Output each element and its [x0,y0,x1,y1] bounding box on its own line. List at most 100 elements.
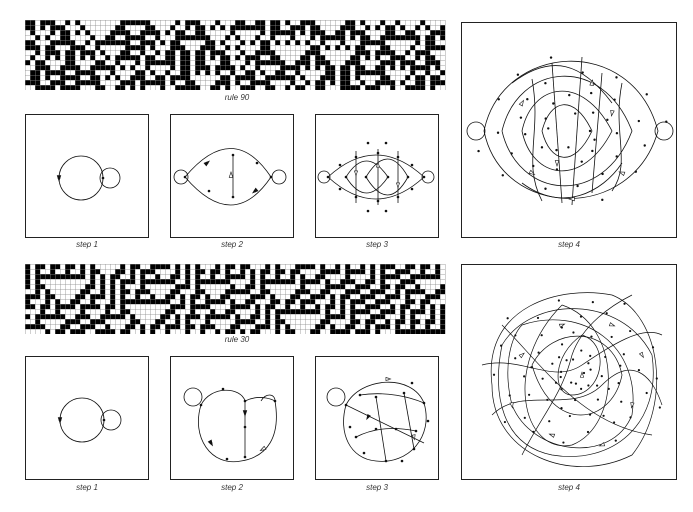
ca-cell [55,50,60,55]
ca-cell [130,314,135,319]
ca-cell [380,65,385,70]
ca-cell [420,289,425,294]
ca-cell [25,299,30,304]
ca-cell [315,85,320,90]
ca-cell [400,304,405,309]
network-node [634,170,638,173]
ca-cell [255,65,260,70]
ca-cell [405,75,410,80]
ca-cell [35,50,40,55]
ca-cell [325,65,330,70]
ca-cell [415,50,420,55]
ca-cell [110,274,115,279]
ca-cell [75,20,80,25]
ca-cell [120,279,125,284]
ca-cell [370,289,375,294]
ca-cell [215,264,220,269]
ca-cell [45,314,50,319]
ca-cell [365,319,370,324]
ca-cell [260,269,265,274]
ca-cell [165,294,170,299]
ca-cell [415,25,420,30]
ca-cell [145,30,150,35]
ca-cell [320,60,325,65]
network-node [384,141,388,145]
ca-cell [155,60,160,65]
ca-cell [160,314,165,319]
ca-cell [165,279,170,284]
ca-cell [200,25,205,30]
edge-arrow [528,169,536,175]
ca-cell [65,50,70,55]
ca-cell [220,60,225,65]
ca-cell [345,264,350,269]
ca-cell [210,269,215,274]
ca-cell [435,80,440,85]
network-node [537,351,540,354]
ca-cell [425,25,430,30]
ca-cell [345,329,350,334]
ca-cell [235,319,240,324]
network-node [602,414,605,417]
ca-cell [315,274,320,279]
ca-cell [295,60,300,65]
ca-cell [125,40,130,45]
ca-cell [400,60,405,65]
ca-cell [325,309,330,314]
ca-cell [325,35,330,40]
ca-cell [80,25,85,30]
network-node [338,163,342,167]
ca-cell [185,264,190,269]
ca-cell [105,324,110,329]
ca-cell [185,85,190,90]
ca-cell [155,80,160,85]
ca-cell [150,60,155,65]
ca-cell [140,274,145,279]
ca-cell [115,75,120,80]
ca-cell [355,85,360,90]
ca-cell [145,289,150,294]
ca-cell [140,80,145,85]
ca-cell [320,35,325,40]
ca-cell [415,35,420,40]
ca-cell [35,324,40,329]
ca-cell [350,25,355,30]
ca-cell [345,60,350,65]
ca-cell [110,299,115,304]
ca-cell [400,279,405,284]
ca-cell [305,50,310,55]
ca-cell [280,65,285,70]
ca-cell [315,45,320,50]
ca-cell [140,50,145,55]
ca-cell [60,329,65,334]
ca-cell [240,50,245,55]
ca-cell [405,279,410,284]
step-caption-top-3: step 3 [366,240,388,249]
ca-cell [120,50,125,55]
edge-arrow [579,371,585,378]
ca-cell [355,289,360,294]
ca-cell [45,299,50,304]
ca-cell [345,65,350,70]
network-node [582,371,586,375]
ca-cell [375,70,380,75]
ca-cell [260,30,265,35]
ca-cell [35,269,40,274]
ca-cell [140,40,145,45]
ca-cell [95,304,100,309]
ca-cell [140,70,145,75]
ca-cell [50,274,55,279]
edge-arrow [518,352,525,359]
network-node [536,316,540,320]
ca-cell [430,30,435,35]
network-node [243,455,247,459]
ca-cell [405,269,410,274]
ca-cell [325,269,330,274]
ca-cell [50,294,55,299]
network-loop [183,387,203,407]
edge-arrow [548,433,556,438]
ca-cell [175,40,180,45]
ca-cell [260,20,265,25]
ca-cell [100,40,105,45]
network-node [348,425,352,429]
